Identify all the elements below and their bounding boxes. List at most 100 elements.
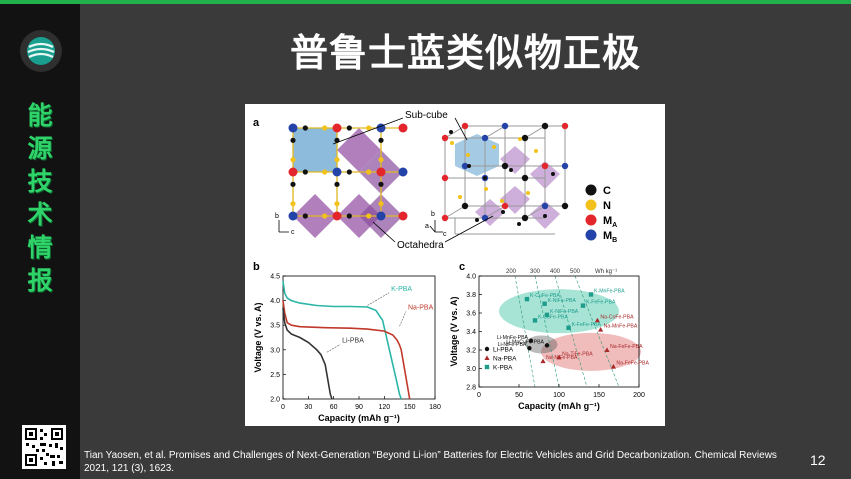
lattice-atom xyxy=(561,162,569,170)
x-tick-label: 60 xyxy=(330,404,338,411)
sidebar-char: 技 xyxy=(27,167,53,196)
y-tick-label: 2.8 xyxy=(466,385,476,392)
metal-atom xyxy=(398,167,408,177)
series-annotation: Na-PBA xyxy=(408,304,434,311)
point-label: K-FeFe-PBA xyxy=(572,322,602,328)
legend-marker xyxy=(484,364,490,370)
annotation-leader xyxy=(367,292,390,306)
metal-atom xyxy=(398,211,408,221)
point-label: K-MnFe-PBA xyxy=(594,289,625,295)
data-point xyxy=(598,327,604,332)
x-tick-label: 180 xyxy=(429,404,441,411)
legend-label-ma: MA xyxy=(603,215,617,229)
x-tick-label: 0 xyxy=(477,392,481,399)
y-tick-label: 4.0 xyxy=(270,298,280,305)
lattice-atom xyxy=(501,202,509,210)
li-region xyxy=(525,335,558,354)
legend-label: Na-PBA xyxy=(493,356,517,363)
top-axis-tick-label: 500 xyxy=(570,269,581,275)
point-label: Na-TiFe-PBA xyxy=(562,351,593,357)
lattice-atom xyxy=(501,122,509,130)
lattice-atom xyxy=(541,202,549,210)
octahedra-leader-right xyxy=(444,215,494,243)
data-point xyxy=(527,345,532,351)
ligand-atom xyxy=(467,164,471,168)
point-label: K-CuFe-PBA xyxy=(530,293,561,299)
ligand-atom xyxy=(378,181,384,187)
point-label: Na-MnFe-PBA xyxy=(604,324,638,330)
legend-marker xyxy=(484,346,490,352)
subcube-leader-right xyxy=(454,117,468,141)
y-tick-label: 3.0 xyxy=(466,366,476,373)
left-lattice xyxy=(288,123,408,238)
data-point xyxy=(544,312,550,318)
subcube-highlight xyxy=(293,128,337,172)
right-lattice xyxy=(441,122,569,235)
ligand-atom xyxy=(334,201,340,207)
ligand-atom xyxy=(483,176,487,180)
ligand-atom xyxy=(334,181,340,187)
data-point xyxy=(566,325,571,330)
ligand-atom xyxy=(484,187,488,191)
legend-label-ma-symbol: M xyxy=(603,215,612,227)
chart-b: 0 30 60 90 120 150 180 2.0 2.5 3.0 3.5 4.0 4.5 Capaci… xyxy=(253,274,441,424)
metal-atom xyxy=(376,211,386,221)
ligand-atom xyxy=(302,213,308,219)
lattice-atom xyxy=(541,162,549,170)
ligand-atom xyxy=(302,125,308,131)
x-tick-label: 0 xyxy=(281,404,285,411)
ligand-atom xyxy=(551,172,555,176)
lattice-atom xyxy=(441,174,449,182)
x-tick-label: 150 xyxy=(593,392,605,399)
slide-title: 普鲁士蓝类似物正极 xyxy=(289,31,641,75)
x-tick-label: 100 xyxy=(553,392,565,399)
legend-label-mb-sub: B xyxy=(612,237,617,244)
ligand-atom xyxy=(378,201,384,207)
ligand-atom xyxy=(492,145,496,149)
ligand-atom xyxy=(322,125,328,131)
top-axis-tick-label: 300 xyxy=(530,269,541,275)
annotation-leader xyxy=(399,311,407,327)
x-tick-label: 50 xyxy=(515,392,523,399)
legend-swatch-c xyxy=(585,184,597,196)
left-axis-arrows xyxy=(278,220,289,233)
lattice-atom xyxy=(521,174,529,182)
ligand-atom xyxy=(346,125,352,131)
y-tick-label: 4.0 xyxy=(466,274,476,281)
lattice-atom xyxy=(461,202,469,210)
point-label: Li-MnFe-PBA xyxy=(497,335,529,341)
y-tick-label: 2.0 xyxy=(270,397,280,404)
y-tick-label: 4.5 xyxy=(270,274,280,281)
ligand-atom xyxy=(466,153,470,157)
legend-swatch-mb xyxy=(585,229,597,241)
series-line-na-pba xyxy=(282,300,411,400)
lattice-atom xyxy=(561,202,569,210)
y-tick-label: 3.4 xyxy=(466,329,476,336)
metal-atom xyxy=(332,123,342,133)
metal-atom xyxy=(332,167,342,177)
ligand-atom xyxy=(517,222,521,226)
top-axis-tick-label: 400 xyxy=(550,269,561,275)
data-point xyxy=(544,343,550,348)
ligand-atom xyxy=(378,137,384,143)
ligand-atom xyxy=(526,191,530,195)
data-point xyxy=(594,317,600,323)
series-annotation: Li-PBA xyxy=(342,337,364,344)
subcube-callout: Sub-cube xyxy=(405,110,448,121)
x-tick-label: 120 xyxy=(378,404,390,411)
ligand-atom xyxy=(290,181,296,187)
y-tick-label: 3.8 xyxy=(466,292,476,299)
chart-c: 0 50 100 150 200 2.8 3.0 3.2 3.4 3.6 3.8 4.0 200 300 4… xyxy=(449,269,650,411)
ligand-atom xyxy=(449,130,453,134)
ligand-atom xyxy=(500,199,504,203)
point-label: Na-CoFe-PBA xyxy=(600,314,634,320)
x-tick-label: 90 xyxy=(355,404,363,411)
figure-panel: a b c xyxy=(245,104,665,426)
y-axis-title: Voltage (V vs. A) xyxy=(253,302,263,372)
point-label: K-CoFe-PBA xyxy=(538,314,569,320)
x-tick-label: 150 xyxy=(404,404,416,411)
ligand-atom xyxy=(346,213,352,219)
ligand-atom xyxy=(378,157,384,163)
x-axis-title: Capacity (mAh g⁻¹) xyxy=(518,401,600,411)
ligand-atom xyxy=(290,137,296,143)
